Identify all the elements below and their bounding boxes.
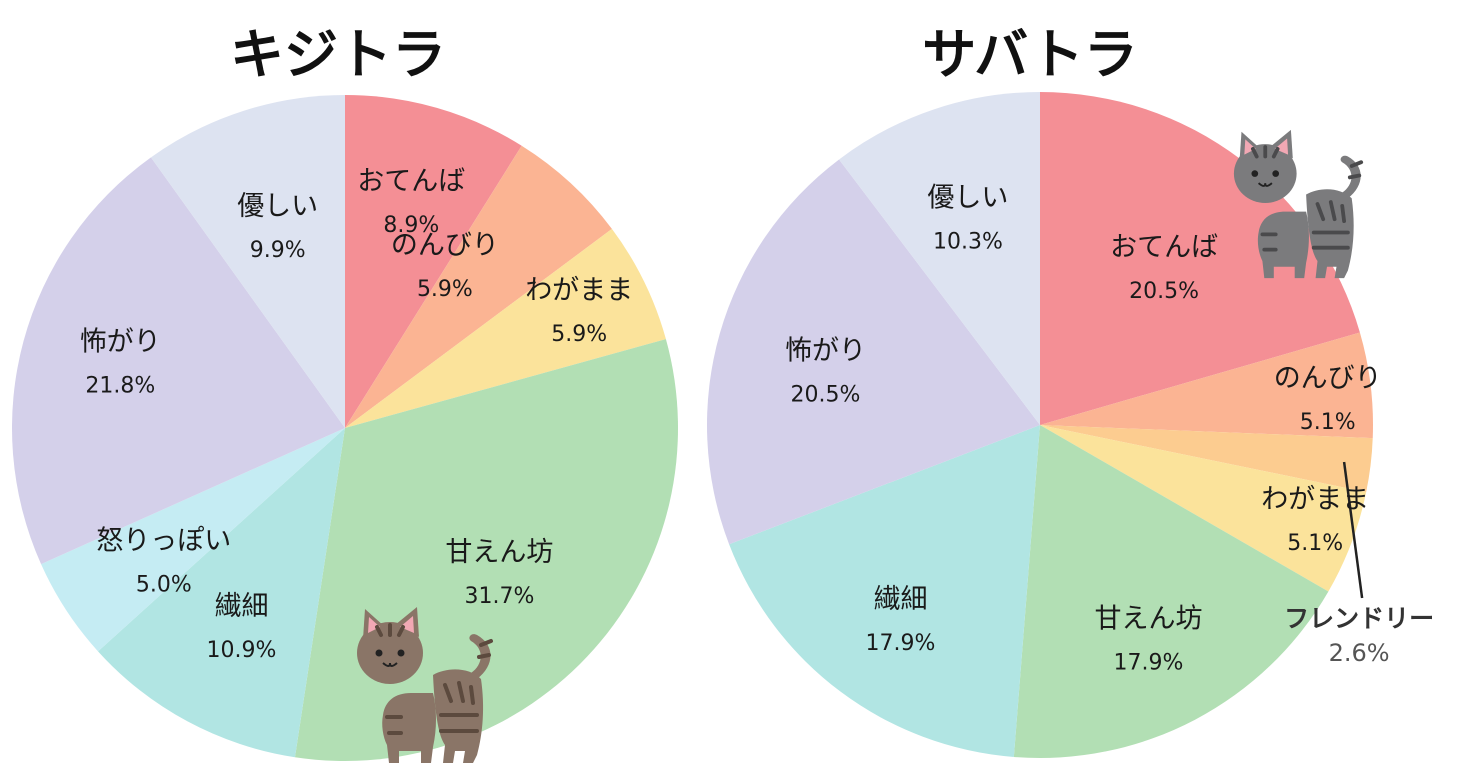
slice-label: わがまま	[1261, 484, 1369, 515]
slice-value-label: 5.1%	[1287, 531, 1343, 556]
slice-value-label: 5.9%	[417, 277, 473, 302]
pie-slice	[345, 228, 666, 428]
leader-line	[1342, 461, 1364, 599]
slice-value-label: 5.0%	[136, 572, 192, 597]
slice-value-label: 17.9%	[1114, 650, 1184, 675]
slice-value-label: 2.6%	[1329, 639, 1390, 667]
slice-label: のんびり	[391, 230, 499, 261]
slice-value-label: 21.8%	[85, 374, 155, 399]
slice-value-label: 5.9%	[551, 322, 607, 347]
slice-value-label: 8.9%	[383, 213, 439, 238]
pie-slice	[1040, 332, 1373, 439]
pie-slice	[1040, 92, 1360, 425]
slice-label: 繊細	[215, 591, 269, 622]
slice-label: のんびり	[1274, 363, 1382, 394]
slice-label: わがまま	[525, 275, 633, 306]
pie-slices	[11, 95, 679, 761]
pie-chart-sabatora: サバトラ おてんば 20.5% のんびり 5.1% フレンドリー 2.6% わがまま 5.1%…	[706, 23, 1434, 758]
pie-slice	[345, 95, 522, 428]
pie-slice	[345, 145, 612, 428]
slice-value-label: 17.9%	[866, 631, 936, 656]
slice-label: 繊細	[874, 584, 928, 615]
chart-title-kijitora: キジトラ	[230, 23, 446, 86]
slice-label: 甘えん坊	[1095, 603, 1203, 634]
slice-value-label: 31.7%	[464, 584, 534, 609]
pie-slice	[839, 92, 1040, 425]
brown-tabby-cat-icon	[357, 607, 493, 763]
pie-labels: おてんば 20.5% のんびり 5.1% フレンドリー 2.6% わがまま 5.1% 甘えん坊 1…	[785, 182, 1434, 675]
slice-label: 優しい	[237, 191, 318, 222]
chart-title-sabatora: サバトラ	[922, 23, 1137, 86]
pie-slice	[1040, 425, 1367, 592]
pie-slice	[1040, 425, 1373, 493]
pie-labels: おてんば 8.9%のんびり 5.9% わがまま 5.9% 甘えん坊 31.7% 繊細 10.9%…	[80, 166, 633, 663]
pie-slice	[729, 425, 1040, 757]
pie-chart-kijitora: キジトラ おてんば 8.9%のんびり 5.9% わがまま 5.9% 甘えん坊 31.7% 繊細…	[11, 23, 679, 763]
pie-slice	[41, 428, 345, 652]
slice-value-label: 9.9%	[250, 238, 306, 263]
slice-value-label: 20.5%	[1129, 279, 1199, 304]
slice-value-label: 10.3%	[933, 229, 1003, 254]
pie-slice	[150, 95, 345, 428]
slice-label: 怖がり	[80, 327, 161, 358]
slice-value-label: 10.9%	[207, 638, 277, 663]
pie-slice	[706, 159, 1040, 545]
slice-label: おてんば	[357, 166, 465, 197]
gray-tabby-cat-icon	[1233, 129, 1364, 279]
slice-label: 甘えん坊	[445, 537, 553, 568]
slice-value-label: 20.5%	[791, 383, 861, 408]
pie-slice	[1013, 425, 1329, 758]
slice-label: おてんば	[1110, 232, 1218, 263]
slice-label: 優しい	[927, 182, 1008, 213]
slice-label: 怖がり	[785, 336, 866, 367]
slice-label: フレンドリー	[1284, 604, 1434, 633]
pie-slices	[706, 92, 1373, 758]
slice-value-label: 5.1%	[1300, 410, 1356, 435]
pie-slice	[11, 157, 345, 565]
slice-label: 怒りっぽい	[96, 525, 231, 556]
pie-slice	[98, 428, 345, 758]
